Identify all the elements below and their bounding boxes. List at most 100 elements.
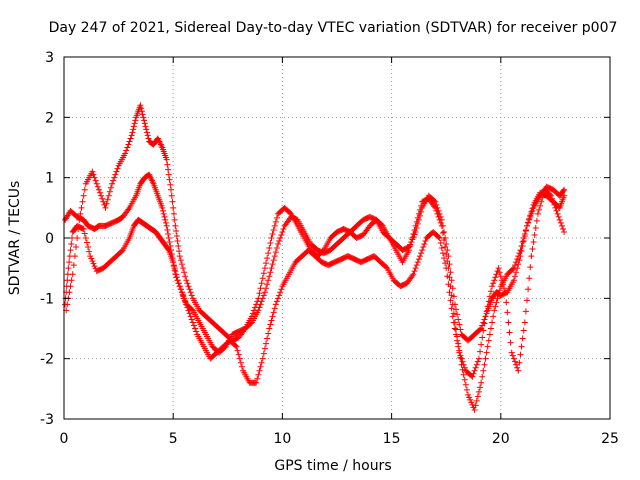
data-point	[485, 337, 492, 344]
data-point	[257, 285, 264, 292]
data-point	[99, 195, 106, 202]
y-tick-label: 0	[45, 231, 54, 247]
data-point	[489, 319, 496, 326]
data-point	[557, 219, 564, 226]
data-point	[277, 235, 284, 241]
data-point	[413, 262, 420, 269]
data-point	[480, 327, 487, 334]
data-point	[436, 235, 443, 241]
data-point	[269, 261, 276, 268]
data-point	[174, 238, 181, 245]
data-point	[442, 244, 449, 251]
data-point	[521, 319, 528, 326]
data-point	[128, 132, 135, 139]
data-point	[256, 290, 263, 297]
data-point	[492, 303, 499, 310]
x-tick-label: 0	[60, 431, 69, 447]
data-point	[138, 105, 145, 112]
data-point	[187, 289, 194, 296]
data-point	[254, 298, 261, 305]
x-tick-label: 10	[273, 431, 291, 447]
data-point	[176, 248, 183, 255]
data-point	[172, 222, 179, 229]
data-point	[95, 186, 102, 193]
data-point	[273, 298, 280, 305]
data-point	[411, 226, 418, 233]
data-point	[550, 198, 557, 205]
data-point	[188, 292, 195, 299]
data-point	[164, 226, 171, 233]
data-point	[98, 192, 105, 199]
data-point	[271, 253, 278, 260]
data-point	[183, 277, 190, 284]
data-point	[272, 218, 279, 225]
data-point	[118, 214, 125, 221]
data-point	[185, 307, 192, 314]
data-point	[137, 102, 144, 109]
data-point	[233, 343, 240, 350]
data-point	[470, 370, 477, 377]
data-point	[457, 354, 464, 361]
data-point	[132, 117, 139, 124]
data-point	[176, 283, 183, 290]
data-point	[472, 402, 479, 409]
data-point	[275, 295, 282, 302]
data-point	[178, 261, 185, 268]
data-point	[511, 273, 518, 280]
data-point	[451, 325, 458, 332]
data-point	[259, 275, 266, 282]
data-point	[104, 196, 111, 203]
data-point	[441, 255, 448, 262]
data-point	[409, 235, 416, 241]
data-point	[266, 273, 273, 280]
data-point	[406, 247, 413, 254]
data-point	[449, 313, 456, 320]
data-point	[138, 108, 145, 115]
data-point	[126, 138, 133, 145]
data-point	[522, 226, 529, 233]
data-point	[508, 349, 515, 356]
data-point	[483, 349, 490, 356]
data-point	[124, 144, 131, 151]
data-point	[458, 355, 465, 362]
data-point	[94, 223, 101, 230]
data-point	[92, 177, 99, 184]
data-point	[520, 235, 527, 241]
data-point	[532, 224, 539, 231]
chart-title: Day 247 of 2021, Sidereal Day-to-day VTE…	[49, 20, 618, 36]
x-tick-label: 15	[383, 431, 401, 447]
data-point	[437, 240, 444, 247]
x-axis-label: GPS time / hours	[274, 458, 391, 474]
data-point	[554, 210, 561, 217]
data-point	[519, 335, 526, 342]
data-point	[145, 135, 152, 142]
data-point	[102, 204, 109, 211]
data-point	[456, 321, 463, 328]
data-point	[123, 147, 130, 154]
data-point	[560, 187, 567, 194]
data-point	[276, 238, 283, 245]
data-point	[168, 192, 175, 199]
data-point	[412, 265, 419, 272]
data-point	[184, 304, 191, 311]
data-point	[534, 210, 541, 217]
data-point	[182, 273, 189, 280]
data-point	[553, 207, 560, 214]
data-point	[521, 230, 528, 237]
data-point	[518, 343, 525, 350]
data-point	[66, 253, 73, 260]
data-point	[482, 313, 489, 320]
data-point	[462, 381, 469, 388]
data-point	[516, 250, 523, 257]
data-point	[269, 313, 276, 320]
data-point	[80, 192, 87, 199]
data-point	[267, 321, 274, 328]
data-point	[533, 217, 540, 224]
data-point	[433, 207, 440, 214]
data-point	[183, 301, 190, 308]
data-point	[190, 322, 197, 329]
data-point	[122, 150, 129, 157]
data-point	[511, 358, 518, 365]
data-point	[410, 230, 417, 237]
data-point	[481, 361, 488, 368]
